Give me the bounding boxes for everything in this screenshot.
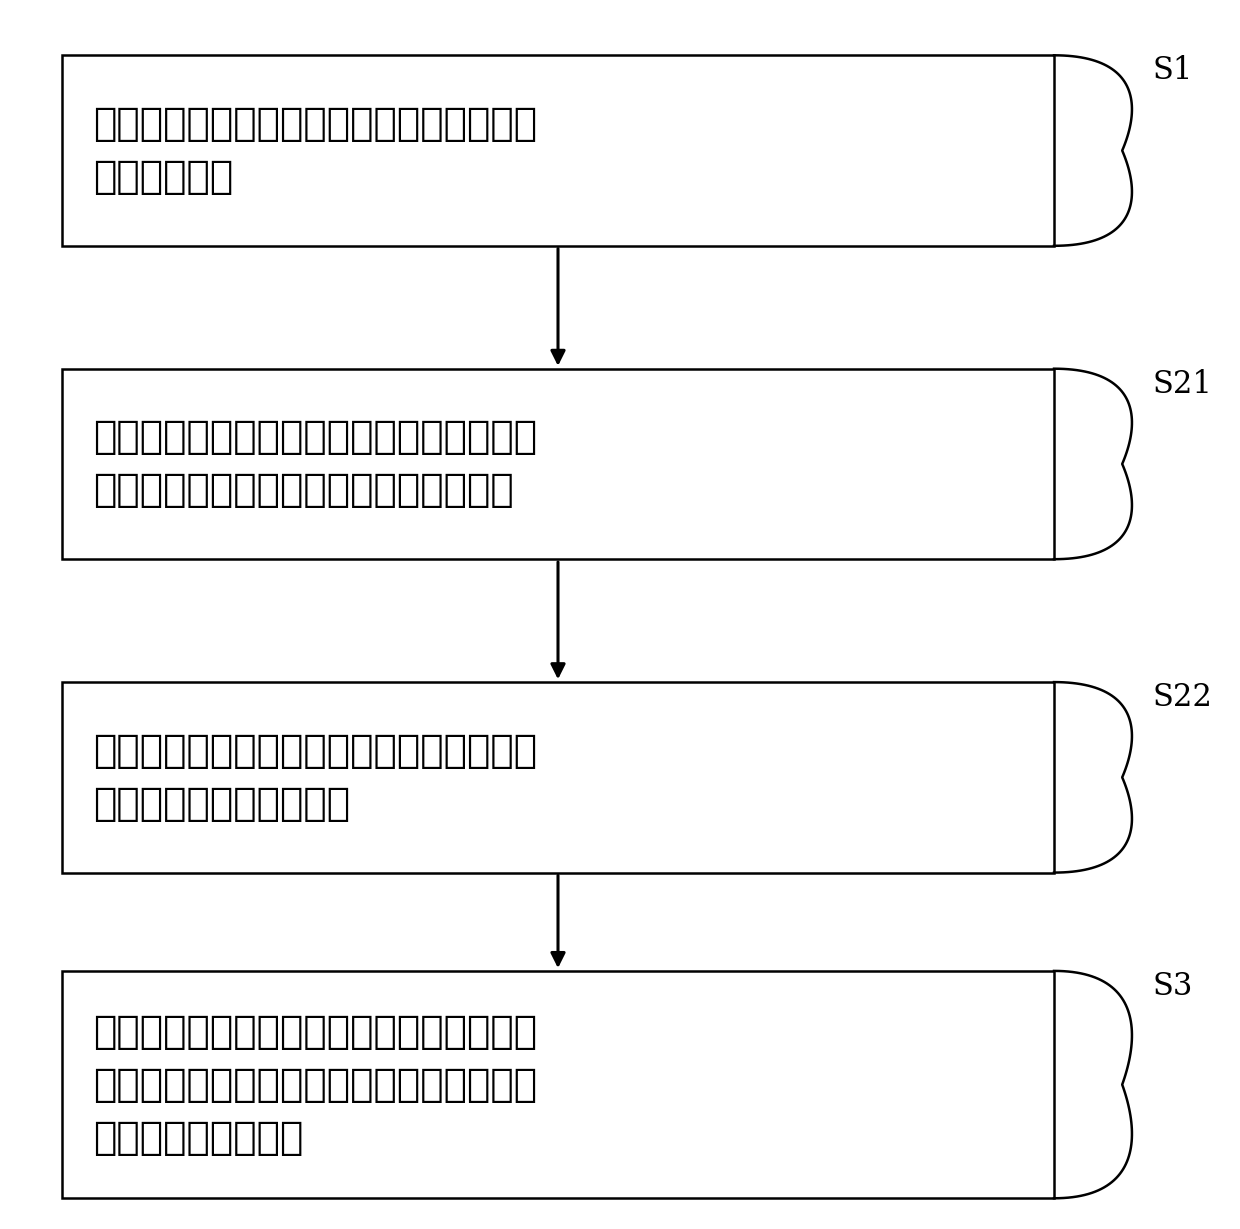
Text: S21: S21 [1153,369,1213,399]
Text: 若排气温度大于等于预设的排气温度阈值或
者排气过热度大于等于预设的排气过热度阈
值，则停止启动控制: 若排气温度大于等于预设的排气温度阈值或 者排气过热度大于等于预设的排气过热度阈 … [93,1013,537,1156]
Text: 根据运转模式与膨胀阀目标开度值调整外机
侧或内机侧膨胀阀的开度: 根据运转模式与膨胀阀目标开度值调整外机 侧或内机侧膨胀阀的开度 [93,731,537,823]
Text: 在多联机空调系统启动过程中定时获取压缩
机的运转参数: 在多联机空调系统启动过程中定时获取压缩 机的运转参数 [93,104,537,197]
Bar [62,971,1054,1198]
Bar [62,55,1054,246]
Text: S3: S3 [1153,971,1193,1002]
Text: S1: S1 [1153,55,1193,86]
Bar [62,682,1054,873]
Bar [62,369,1054,559]
Text: 获取多联机空调系统的运转模式，并根据运
转模式与运转参数计算膨胀阀目标开度值: 获取多联机空调系统的运转模式，并根据运 转模式与运转参数计算膨胀阀目标开度值 [93,418,537,510]
Text: S22: S22 [1153,682,1213,713]
